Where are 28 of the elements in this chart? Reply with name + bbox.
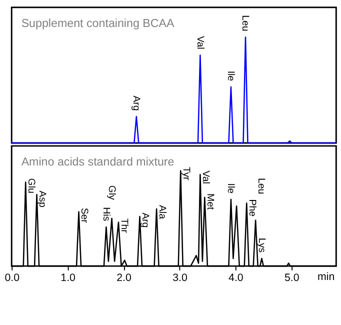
annotation: Asp [36,190,48,208]
annotation: Val [200,170,212,184]
annotation: Ala [156,204,168,220]
annotation: Gly [106,185,117,200]
annotation: Glu [26,178,37,194]
x-tick-label: 5.0 [284,272,300,284]
chart-title: Amino acids standard mixture [21,155,174,168]
annotation: Leu [240,15,251,32]
x-axis-title: min [318,271,335,284]
annotation: Thr [118,218,130,234]
annotation: Arg [130,96,142,111]
x-tick-label: 3.0 [172,272,188,284]
annotation: Arg [140,212,151,228]
annotation: Val [194,36,206,50]
annotation: His [100,207,112,222]
x-tick-label: 0.0 [4,272,20,284]
annotation: Leu [255,178,266,194]
annotation: Met [204,194,216,210]
annotation: Ile [225,183,236,194]
chart-title: Supplement containing BCAA [21,16,175,30]
annotation: Tyr [180,166,192,182]
x-tick-label: 1.0 [60,272,76,284]
x-tick-label: 2.0 [116,272,132,284]
x-tick-label: 4.0 [228,272,244,284]
annotation: Ile [225,70,236,82]
annotation: Lys [256,238,267,253]
annotation: Ser [78,208,90,224]
annotation: Phe [246,199,258,216]
